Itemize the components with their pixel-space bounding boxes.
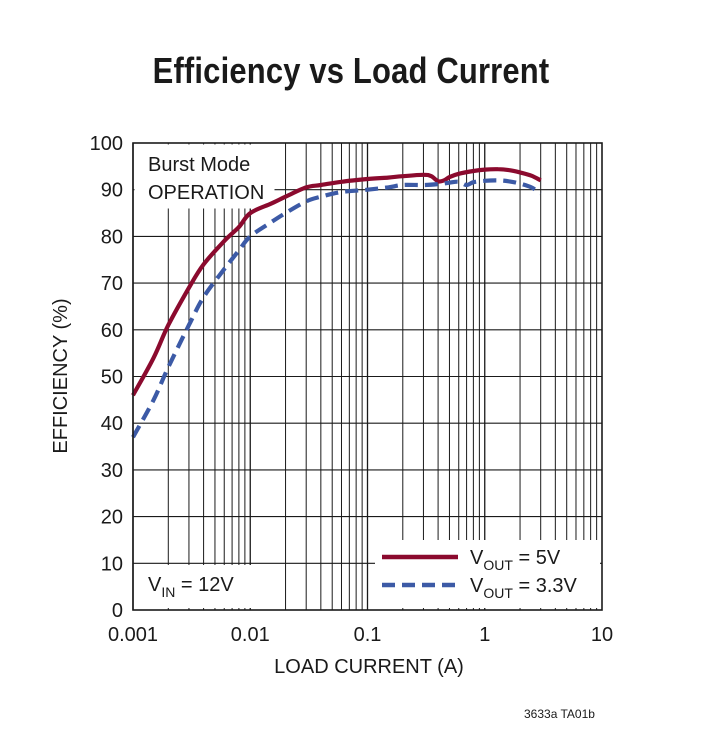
y-tick-label: 20: [101, 507, 123, 529]
chart-title: Efficiency vs Load Current: [152, 50, 550, 91]
legend-5v-main: V: [470, 547, 484, 569]
y-tick-label: 90: [101, 180, 123, 202]
grid: [132, 142, 602, 611]
legend-3v3-value: = 3.3V: [513, 575, 578, 597]
x-tick-label: 0.01: [231, 624, 270, 646]
legend-5v-value: = 5V: [513, 547, 561, 569]
legend-3v3-main: V: [470, 575, 484, 597]
x-tick-label: 0.001: [108, 624, 158, 646]
x-tick-label: 1: [479, 624, 490, 646]
operation-label: OPERATION: [148, 182, 264, 204]
y-tick-label: 70: [101, 273, 123, 295]
legend: VOUT = 5V VOUT = 3.3V: [382, 547, 578, 601]
series-line-3v3: [131, 178, 542, 439]
y-tick-label: 80: [101, 226, 123, 248]
y-tick-label: 0: [112, 600, 123, 622]
tick-labels: 0 10 20 30 40 50 60 70 80 90 100 0.001 0.01 0.1 1 10: [90, 133, 614, 646]
figure-id: 3633a TA01b: [524, 707, 595, 721]
legend-3v3-subscript: OUT: [483, 585, 513, 601]
legend-label-5v: VOUT = 5V: [470, 547, 561, 573]
vin-main: V: [148, 574, 162, 596]
legend-5v-subscript: OUT: [483, 557, 513, 573]
y-tick-label: 100: [90, 133, 123, 155]
x-tick-label: 0.1: [354, 624, 382, 646]
y-tick-label: 30: [101, 460, 123, 482]
plot-border: [132, 142, 603, 611]
y-tick-label: 50: [101, 367, 123, 389]
legend-label-3v3: VOUT = 3.3V: [470, 575, 578, 601]
burst-mode-label: Burst Mode: [148, 154, 250, 176]
y-tick-label: 10: [101, 553, 123, 575]
vin-subscript: IN: [161, 584, 175, 600]
vin-label: VIN = 12V: [148, 574, 234, 600]
vin-backdrop: [134, 565, 253, 608]
legend-backdrop: [375, 540, 600, 608]
y-tick-label: 60: [101, 320, 123, 342]
plot-frame: [132, 142, 603, 611]
y-tick-label: 40: [101, 413, 123, 435]
vin-value: = 12V: [175, 574, 234, 596]
series-line-5v: [131, 167, 542, 397]
series-lines: [131, 167, 542, 439]
annotation-backdrop: [134, 144, 275, 209]
y-axis-label: EFFICIENCY (%): [50, 298, 72, 453]
x-axis-label: LOAD CURRENT (A): [274, 656, 464, 678]
x-tick-label: 10: [591, 624, 613, 646]
